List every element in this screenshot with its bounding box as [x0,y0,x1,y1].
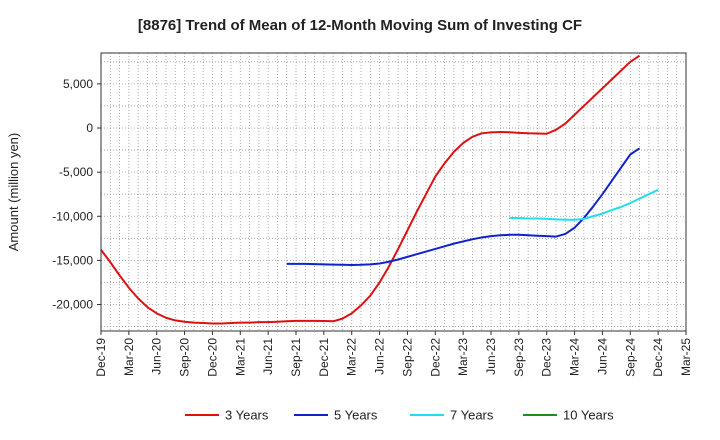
series-line-7-years [509,188,659,221]
x-tick-label: Mar-24 [568,338,582,376]
x-tick-label: Mar-23 [456,338,470,376]
x-tick-label: Mar-25 [679,338,693,376]
x-tick-label: Mar-22 [345,338,359,376]
x-tick-label: Sep-22 [400,338,414,377]
chart-title: [8876] Trend of Mean of 12-Month Moving … [138,17,582,34]
y-tick-label: -20,000 [52,298,93,312]
x-tick-label: Jun-22 [373,338,387,375]
y-axis-label: Amount (million yen) [6,133,21,252]
series-line-5-years [286,147,641,266]
legend: 3 Years 5 Years 7 Years 10 Years [185,408,614,423]
series-line-3-years [100,54,641,325]
x-tick-label: Jun-24 [595,338,609,375]
y-tick-label: 5,000 [63,77,93,91]
y-tick-label: -10,000 [52,209,93,223]
plot-frame [100,52,687,332]
x-tick-label: Mar-21 [233,338,247,376]
x-tick-label: Dec-21 [317,338,331,377]
x-tick-label: Sep-24 [623,338,637,377]
legend-label: 7 Years [450,408,494,423]
x-tick-label: Dec-23 [540,338,554,377]
y-tick-label: -15,000 [52,253,93,267]
y-tick-label: 0 [86,121,93,135]
x-tick-label: Dec-22 [428,338,442,377]
legend-label: 10 Years [563,408,614,423]
x-tick-label: Jun-20 [150,338,164,375]
x-tick-label: Dec-20 [205,338,219,377]
x-tick-label: Dec-24 [651,338,665,377]
x-tick-label: Sep-21 [289,338,303,377]
x-tick-label: Mar-20 [122,338,136,376]
y-tick-label: -5,000 [59,165,93,179]
plot-area: 5,000 0 -5,000 -10,000 -15,000 -20,000 Dec-19 M… [52,52,693,377]
x-tick-label: Sep-20 [178,338,192,377]
x-tick-label: Sep-23 [512,338,526,377]
legend-label: 3 Years [225,408,269,423]
plot-background [101,53,686,331]
x-tick-label: Dec-19 [94,338,108,377]
legend-label: 5 Years [334,408,378,423]
x-tick-label: Jun-21 [261,338,275,375]
x-tick-label: Jun-23 [484,338,498,375]
